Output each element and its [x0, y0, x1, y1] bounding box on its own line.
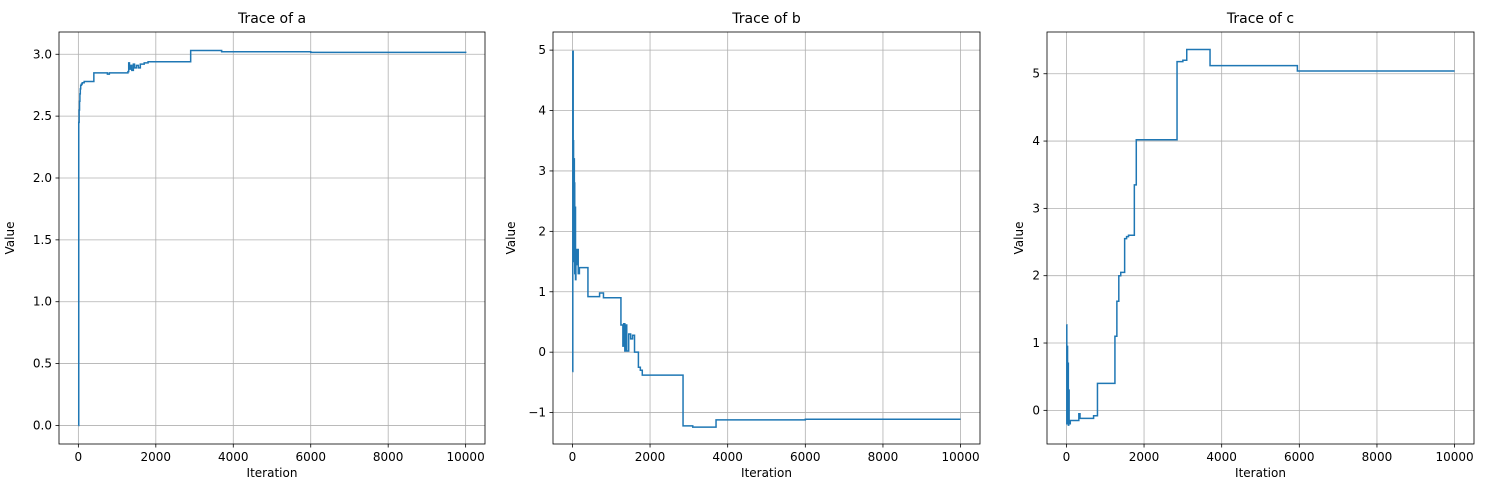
chart-panel-1: 0 2000 4000 6000 8000 10000 0.0 0.5 1.0 1.5 2.0 2.5…	[3, 11, 486, 480]
y-tick-label: 0.5	[33, 357, 52, 371]
x-tick-label: 6000	[1284, 450, 1315, 464]
x-tick-label: 8000	[373, 450, 404, 464]
y-tick-label: 3	[1032, 201, 1040, 215]
x-axis-label: Iteration	[1235, 466, 1286, 480]
axes-frame	[1046, 31, 1475, 445]
chart-panel-2: 0 2000 4000 6000 8000 10000 −1 0 1 2 3 4 5 Iteration V…	[504, 11, 981, 480]
chart-title: Trace of b	[731, 11, 801, 27]
series-line	[1066, 48, 1455, 426]
x-tick-label: 10000	[941, 450, 979, 464]
y-tick-label: 1	[538, 285, 546, 299]
y-axis-label: Value	[1012, 222, 1026, 255]
y-tick-label: −1	[528, 406, 546, 420]
y-tick-label: 2.0	[33, 171, 52, 185]
x-tick-label: 4000	[218, 450, 249, 464]
chart-title: Trace of c	[1226, 11, 1294, 27]
y-axis-label: Value	[3, 222, 17, 255]
y-tick-label: 3.0	[33, 47, 52, 61]
series-line	[572, 50, 961, 428]
y-tick-label: 1	[1032, 336, 1040, 350]
x-tick-label: 6000	[295, 450, 326, 464]
y-tick-label: 2	[538, 224, 546, 238]
y-tick-label: 4	[1032, 134, 1040, 148]
x-tick-label: 4000	[1206, 450, 1237, 464]
chart-title: Trace of a	[237, 11, 306, 27]
y-tick-label: 0.0	[33, 418, 52, 432]
x-tick-label: 2000	[141, 450, 172, 464]
y-tick-label: 0	[538, 345, 546, 359]
x-tick-label: 2000	[635, 450, 666, 464]
y-tick-label: 1.5	[33, 233, 52, 247]
y-tick-label: 4	[538, 104, 546, 118]
y-tick-label: 0	[1032, 403, 1040, 417]
x-tick-label: 8000	[1362, 450, 1393, 464]
x-axis-label: Iteration	[741, 466, 792, 480]
x-tick-label: 2000	[1129, 450, 1160, 464]
y-tick-label: 3	[538, 164, 546, 178]
y-tick-label: 2	[1032, 269, 1040, 283]
x-tick-label: 0	[1063, 450, 1071, 464]
x-axis-label: Iteration	[247, 466, 298, 480]
x-tick-label: 4000	[712, 450, 743, 464]
chart-panel-3: 0 2000 4000 6000 8000 10000 0 1 2 3 4 5 Iteration Val…	[1012, 11, 1475, 480]
series-line	[78, 49, 467, 427]
axes-frame	[58, 31, 486, 445]
y-tick-label: 1.0	[33, 295, 52, 309]
x-tick-label: 6000	[790, 450, 821, 464]
x-tick-label: 0	[569, 450, 577, 464]
x-tick-label: 8000	[868, 450, 899, 464]
y-axis-label: Value	[504, 222, 518, 255]
y-tick-label: 5	[538, 43, 546, 57]
x-tick-label: 0	[75, 450, 83, 464]
y-tick-label: 5	[1032, 67, 1040, 81]
x-tick-label: 10000	[1435, 450, 1473, 464]
axes-frame	[552, 31, 981, 445]
y-tick-label: 2.5	[33, 109, 52, 123]
x-tick-label: 10000	[447, 450, 485, 464]
